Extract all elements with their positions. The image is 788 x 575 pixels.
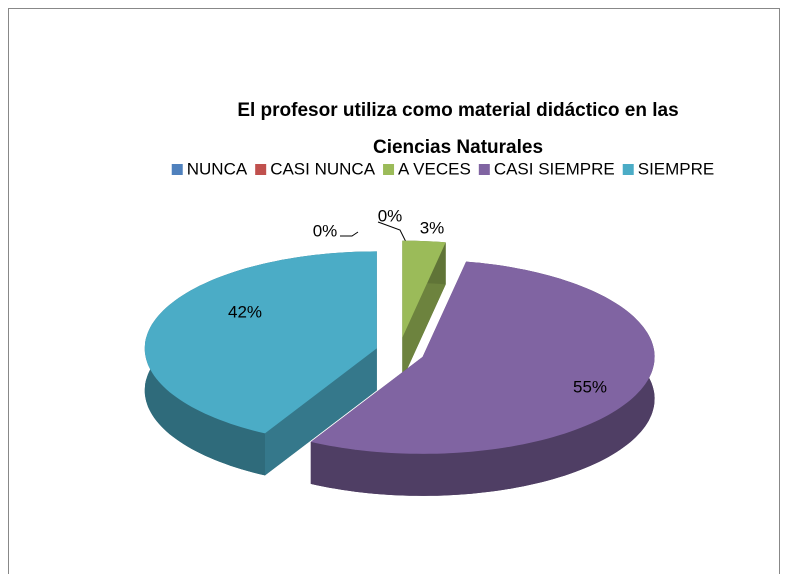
slice-top [402, 240, 446, 338]
chart-title: El profesor utiliza como material didáct… [237, 100, 679, 158]
legend-item: CASI NUNCA [255, 159, 376, 178]
chart-frame [8, 8, 780, 574]
data-label: 0% [313, 221, 338, 240]
slice-top [310, 261, 655, 454]
leader-line [377, 221, 409, 247]
legend-label: SIEMPRE [638, 159, 715, 178]
legend-swatch [478, 164, 490, 175]
legend-swatch [622, 164, 634, 175]
pie-slice [402, 240, 446, 380]
legend-swatch [171, 164, 183, 175]
slice-radial-wall [265, 348, 377, 476]
data-label: 55% [573, 377, 607, 396]
slice-top [144, 251, 377, 434]
leader-line [340, 231, 359, 237]
legend-item: SIEMPRE [622, 159, 715, 178]
legend-label: CASI SIEMPRE [494, 159, 615, 178]
legend-label: CASI NUNCA [270, 159, 376, 178]
pie-slice [310, 261, 655, 496]
legend-label: A VECES [398, 159, 471, 178]
data-label: 3% [420, 218, 445, 237]
legend-item: A VECES [383, 159, 471, 178]
pie-slice [144, 251, 377, 476]
legend-swatch [383, 164, 395, 175]
data-label: 42% [228, 302, 262, 321]
legend-item: NUNCA [171, 159, 248, 178]
legend-swatch [255, 164, 267, 175]
legend-label: NUNCA [187, 159, 248, 178]
legend-item: CASI SIEMPRE [478, 159, 615, 178]
data-label: 0% [378, 206, 403, 225]
